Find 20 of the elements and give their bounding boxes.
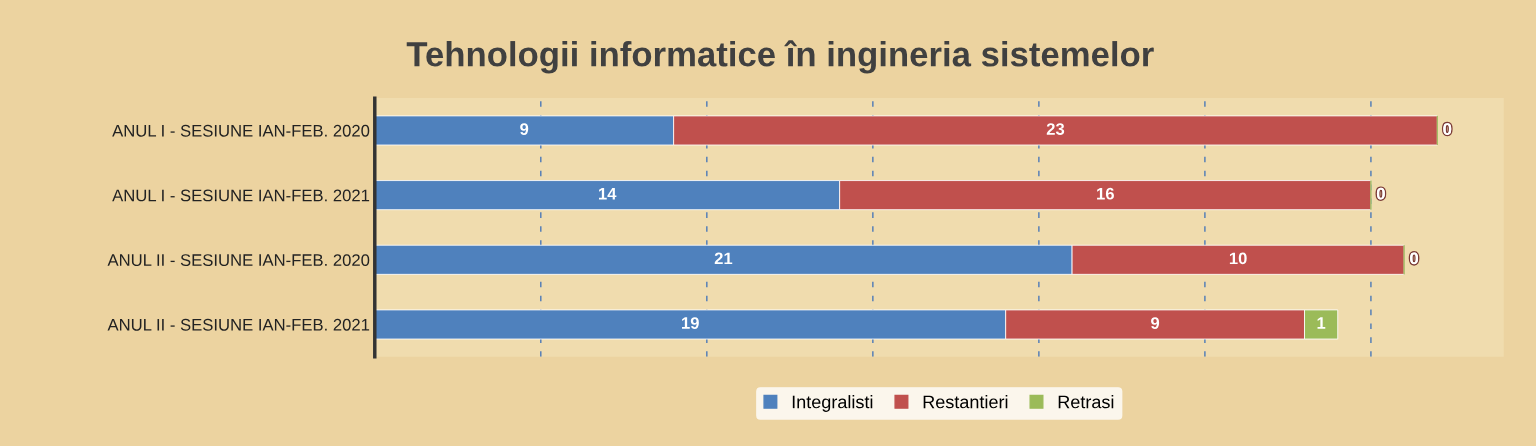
data-label: 21 [714, 252, 733, 265]
data-label: 0 [1376, 187, 1385, 200]
y-tick-label: ANUL II - SESIUNE IAN-FEB. 2020 [107, 254, 370, 266]
data-label: 14 [599, 187, 617, 200]
data-label: 9 [520, 123, 529, 135]
data-label: 0 [1410, 252, 1419, 265]
legend-label: Integralisti [792, 395, 873, 412]
data-label: 19 [682, 317, 699, 329]
y-tick-label: ANUL I - SESIUNE IAN-FEB. 2020 [112, 124, 370, 137]
data-label: 0 [1443, 123, 1452, 135]
y-tick-label: ANUL I - SESIUNE IAN-FEB. 2021 [112, 189, 370, 202]
legend-label: Retrasi [1058, 395, 1114, 409]
legend-label: Restantieri [923, 395, 1008, 409]
data-label: 16 [1097, 187, 1114, 200]
data-label: 1 [1317, 317, 1326, 329]
data-label: 10 [1229, 252, 1247, 265]
data-label: 9 [1151, 317, 1160, 329]
y-tick-label: ANUL II - SESIUNE IAN-FEB. 2021 [107, 318, 370, 331]
data-label: 23 [1046, 123, 1065, 135]
chart-title: Tehnologii informatice în ingineria sistemelor [406, 40, 1154, 74]
